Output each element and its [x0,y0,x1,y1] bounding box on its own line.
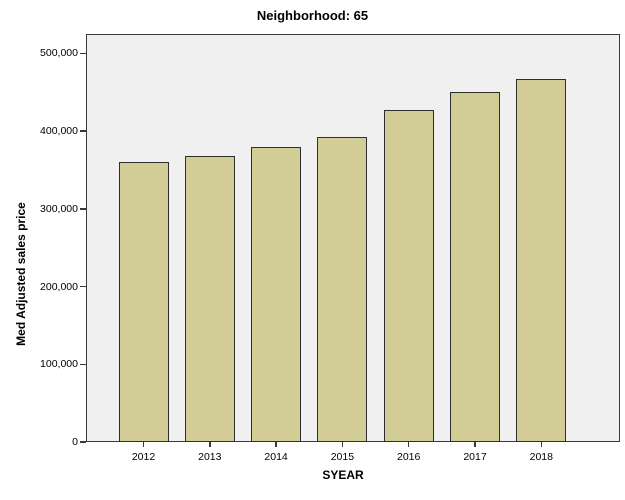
x-tick-label: 2016 [397,451,421,463]
bar-2016 [383,110,434,442]
y-tick-label: 300,000 [40,202,78,215]
x-tick-mark [474,442,476,447]
y-axis-title: Med Adjusted sales price [14,202,28,346]
y-tick-label: 100,000 [40,358,78,371]
y-tick-mark [80,285,86,288]
x-tick-mark [540,442,543,447]
y-tick-mark [80,441,86,443]
bar-2015 [317,136,368,442]
x-tick-label: 2012 [131,451,156,463]
bar-2012 [118,162,169,442]
y-tick-label: 0 [72,436,78,448]
x-tick-label: 2017 [463,451,487,463]
x-tick-mark [209,442,211,447]
y-tick-label: 400,000 [40,125,78,138]
x-tick-mark [341,442,344,447]
y-tick-mark [80,130,86,132]
bar-2013 [184,156,235,442]
y-tick-label: 200,000 [40,280,78,293]
x-axis-title: SYEAR [322,468,364,482]
y-tick-label: 500,000 [40,47,78,60]
bar-2017 [450,91,500,442]
x-tick-mark [407,442,410,447]
y-tick-mark [80,208,86,210]
x-tick-mark [275,442,277,447]
bar-2014 [251,146,302,442]
x-tick-mark [142,442,145,447]
bar-2018 [516,79,567,442]
x-tick-label: 2018 [529,451,553,463]
x-tick-label: 2015 [330,451,355,463]
y-tick-mark [80,52,86,55]
x-tick-label: 2013 [198,451,222,463]
chart-title: Neighborhood: 65 [256,8,369,23]
x-tick-label: 2014 [264,451,288,463]
y-tick-mark [80,363,86,366]
